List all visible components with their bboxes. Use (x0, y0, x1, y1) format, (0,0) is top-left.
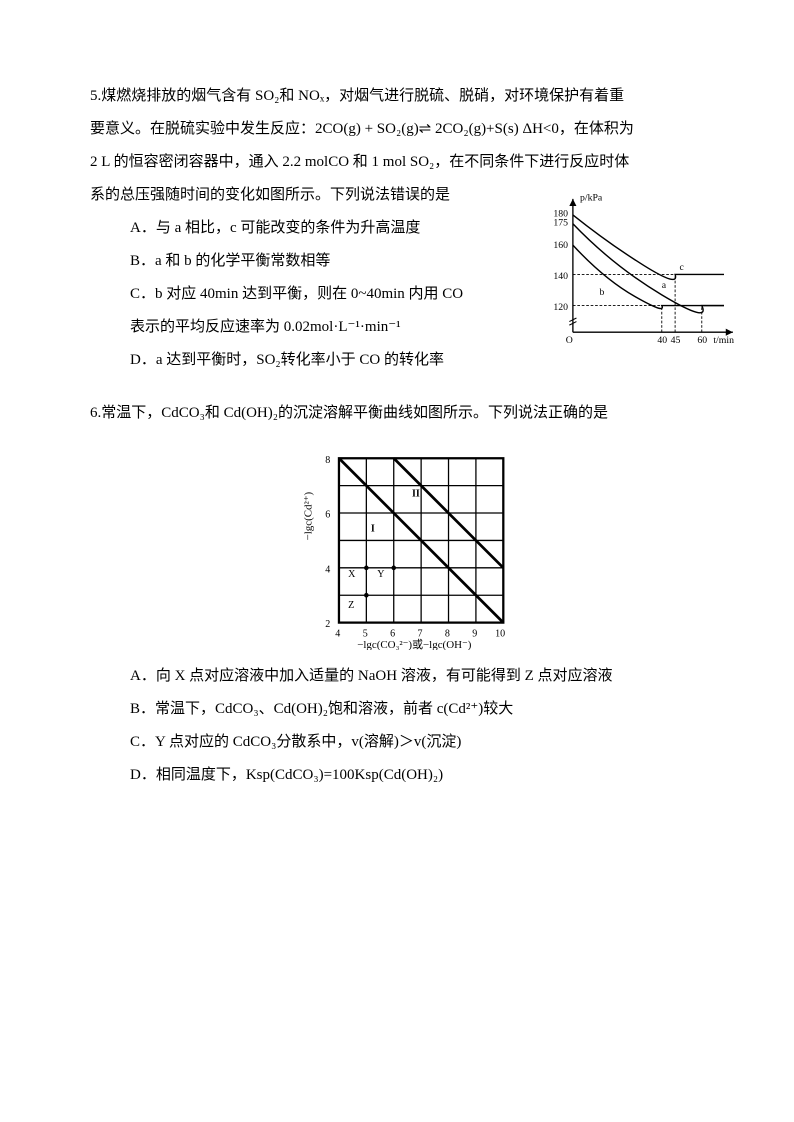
ytick-4: 4 (325, 564, 330, 575)
xtick-6: 6 (390, 628, 395, 639)
q6-paragraph: 6.常温下，CdCO₃和 Cd(OH)₂的沉淀溶解平衡曲线如图所示。下列说法正确… (90, 397, 734, 430)
ytick-6: 6 (325, 510, 330, 521)
origin-label: O (566, 335, 573, 346)
ytick-140: 140 (553, 271, 568, 282)
q5-option-d: D．a 达到平衡时，SO₂转化率小于 CO 的转化率 (130, 344, 524, 377)
q6-number: 6. (90, 405, 101, 421)
q5-line3: 2 L 的恒容密闭容器中，通入 2.2 molCO 和 1 mol SO₂，在不… (90, 146, 734, 179)
xtick-7: 7 (417, 628, 422, 639)
xtick-8: 8 (445, 628, 450, 639)
xtick-4: 4 (335, 628, 340, 639)
xtick-45: 45 (671, 335, 681, 346)
xtick-9: 9 (472, 628, 477, 639)
q5-option-a: A．与 a 相比，c 可能改变的条件为升高温度 (130, 212, 524, 245)
y-axis-label: p/kPa (580, 193, 603, 204)
curve-a-label: a (662, 280, 667, 291)
q6-option-d: D．相同温度下，Ksp(CdCO₃)=100Ksp(Cd(OH)₂) (130, 759, 734, 792)
ytick-2: 2 (325, 619, 330, 630)
question-5: 5.煤燃烧排放的烟气含有 SO₂和 NOₓ，对烟气进行脱硫、脱硝，对环境保护有着… (90, 80, 734, 377)
xtick-5: 5 (363, 628, 368, 639)
xtick-10: 10 (495, 628, 505, 639)
curve-c-label: c (680, 262, 685, 273)
q6-option-a: A．向 X 点对应溶液中加入适量的 NaOH 溶液，有可能得到 Z 点对应溶液 (130, 660, 734, 693)
ytick-160: 160 (553, 240, 568, 251)
ytick-8: 8 (325, 455, 330, 466)
q5-option-c-1: C．b 对应 40min 达到平衡，则在 0~40min 内用 CO (130, 278, 524, 311)
q6-intro: 常温下，CdCO₃和 Cd(OH)₂的沉淀溶解平衡曲线如图所示。下列说法正确的是 (101, 405, 608, 421)
q6-options: A．向 X 点对应溶液中加入适量的 NaOH 溶液，有可能得到 Z 点对应溶液 … (90, 660, 734, 792)
q6-option-b: B．常温下，CdCO₃、Cd(OH)₂饱和溶液，前者 c(Cd²⁺)较大 (130, 693, 734, 726)
q5-line1: 煤燃烧排放的烟气含有 SO₂和 NOₓ，对烟气进行脱硫、脱硝，对环境保护有着重 (101, 88, 624, 104)
y-axis-label: −lgc(Cd²⁺) (303, 491, 315, 540)
q6-chart: 8 6 4 2 4 5 6 7 8 9 10 −lgc(CO₃²⁻)或−lgc(… (282, 440, 542, 650)
q5-option-b: B．a 和 b 的化学平衡常数相等 (130, 245, 524, 278)
question-6: 6.常温下，CdCO₃和 Cd(OH)₂的沉淀溶解平衡曲线如图所示。下列说法正确… (90, 397, 734, 792)
xtick-60: 60 (697, 335, 707, 346)
q5-line2: 要意义。在脱硫实验中发生反应：2CO(g) + SO₂(g)⇌ 2CO₂(g)+… (90, 113, 734, 146)
q5-option-c-2: 表示的平均反应速率为 0.02mol·L⁻¹·min⁻¹ (130, 311, 524, 344)
x-axis-label: −lgc(CO₃²⁻)或−lgc(OH⁻) (357, 638, 472, 650)
line-I-label: I (371, 523, 375, 534)
line-II-label: II (412, 489, 420, 500)
q5-number: 5. (90, 88, 101, 104)
point-Y-label: Y (377, 569, 384, 580)
point-Z-label: Z (348, 600, 354, 611)
q5-chart: 120 140 160 175 180 p/kPa 40 45 60 t/min… (544, 190, 744, 350)
curve-b-label: b (600, 287, 605, 298)
q6-option-c: C．Y 点对应的 CdCO₃分散系中，v(溶解)＞v(沉淀) (130, 726, 734, 759)
ytick-120: 120 (553, 302, 568, 313)
x-axis-label: t/min (713, 335, 734, 346)
point-X-label: X (348, 569, 356, 580)
xtick-40: 40 (657, 335, 667, 346)
ytick-180: 180 (553, 209, 568, 220)
